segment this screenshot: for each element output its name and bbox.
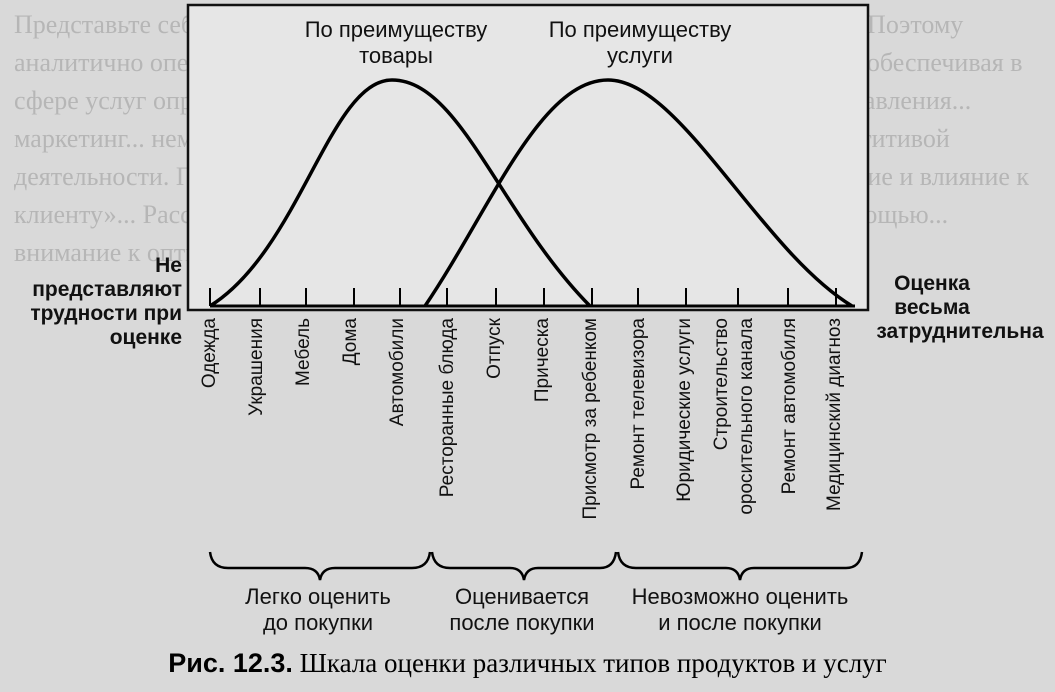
svg-text:трудности при: трудности при <box>30 302 182 325</box>
right-label: Оценка весьма затруднительна <box>876 272 1044 343</box>
svg-text:Оценивается: Оценивается <box>455 584 589 609</box>
group-labels: Легко оценить до покупки Оценивается пос… <box>245 584 848 635</box>
left-label: Не представляют трудности при оценке <box>30 254 182 349</box>
item-label: Дома <box>340 318 361 366</box>
item-label: Юридические услуги <box>674 318 695 502</box>
caption-text: Шкала оценки различных типов продуктов и… <box>292 648 887 678</box>
svg-text:до покупки: до покупки <box>263 610 373 635</box>
services-curve <box>423 78 853 308</box>
item-label: Прическа <box>532 318 553 403</box>
svg-text:затруднительна: затруднительна <box>876 320 1044 343</box>
item-label: Ремонт автомобиля <box>779 318 800 494</box>
svg-text:весьма: весьма <box>894 296 970 319</box>
item-label: Украшения <box>246 318 267 416</box>
item-label: Одежда <box>199 318 220 389</box>
svg-text:Не: Не <box>155 254 182 277</box>
svg-text:Невозможно оценить: Невозможно оценить <box>632 584 849 609</box>
svg-text:Легко оценить: Легко оценить <box>245 584 391 609</box>
figure-caption: Рис. 12.3. Шкала оценки различных типов … <box>0 648 1055 679</box>
svg-text:и после покупки: и после покупки <box>658 610 822 635</box>
svg-text:оценке: оценке <box>110 326 182 349</box>
svg-text:Оценка: Оценка <box>894 272 970 295</box>
svg-text:после покупки: после покупки <box>449 610 594 635</box>
brace-after <box>430 551 618 581</box>
svg-text:представляют: представляют <box>32 278 182 301</box>
item-labels: Одежда Украшения Мебель Дома Автомобили … <box>199 317 845 519</box>
item-label: Ресторанные блюда <box>437 318 458 498</box>
item-label: оросительного канала <box>736 318 757 515</box>
goods-curve <box>209 78 592 308</box>
item-label: Автомобили <box>387 318 408 426</box>
services-label-line1: По преимуществу <box>549 17 732 42</box>
item-label: Строительство <box>711 318 732 450</box>
item-label: Медицинский диагноз <box>824 318 845 511</box>
goods-label-line1: По преимуществу <box>305 17 488 42</box>
brace-easy <box>208 551 432 581</box>
item-label: Отпуск <box>484 317 505 379</box>
caption-label: Рис. 12.3. <box>168 648 293 678</box>
axis-ticks <box>209 288 837 306</box>
item-label: Ремонт телевизора <box>628 318 649 490</box>
goods-label-line2: товары <box>359 43 433 68</box>
item-label: Присмотр за ребенком <box>580 318 601 519</box>
item-label: Мебель <box>293 318 314 386</box>
diagram-panel <box>186 3 870 312</box>
brace-impossible <box>616 551 864 581</box>
services-label-line2: услуги <box>607 43 673 68</box>
